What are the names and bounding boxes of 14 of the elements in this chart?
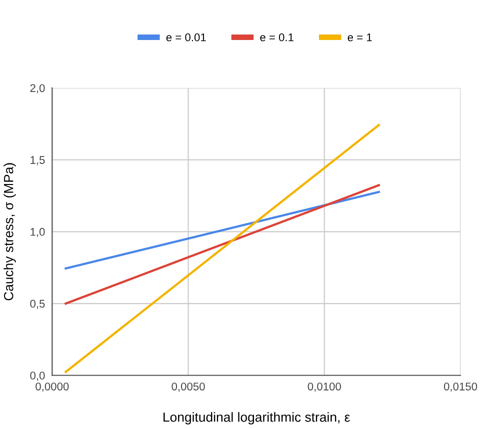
- legend-label: e = 1: [348, 34, 372, 42]
- x-tick-label: 0,0100: [308, 382, 341, 392]
- x-tick-label: 0,0150: [444, 382, 478, 392]
- y-tick-label: 2,0: [30, 84, 45, 94]
- y-tick-label: 1,0: [30, 228, 45, 238]
- x-tick-label: 0,0050: [172, 382, 205, 392]
- y-tick-label: 1,5: [30, 156, 45, 166]
- legend-label: e = 0.1: [260, 33, 294, 42]
- x-tick-label: 0,0000: [36, 382, 69, 392]
- y-tick-label: 0,5: [30, 300, 45, 309]
- legend-label: e = 0.01: [166, 33, 206, 42]
- y-axis-title: Cauchy stress, σ (MPa): [4, 163, 16, 300]
- y-tick-label: 0,0: [30, 372, 45, 381]
- x-axis-title: Longitudinal logarithmic strain, ε: [164, 412, 350, 424]
